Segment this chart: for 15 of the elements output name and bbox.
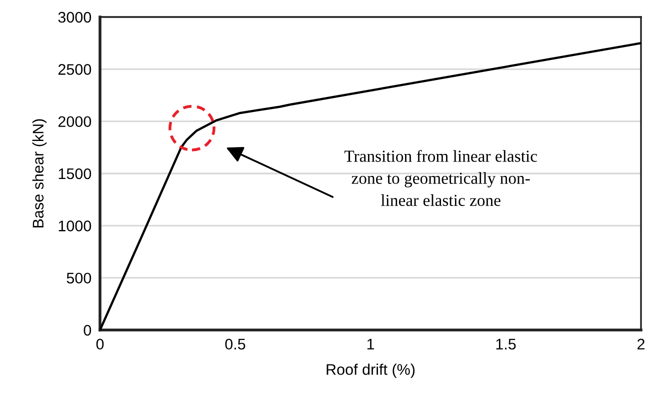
x-axis-title: Roof drift (%) [326,364,415,378]
y-tick-label: 2500 [58,64,92,75]
y-tick-label: 1000 [58,220,92,232]
x-tick-label: 0.5 [225,338,246,350]
y-tick-label: 0 [84,324,92,336]
y-tick-label: 1500 [58,168,92,180]
annotation: Transition from linear elastic zone to geometrically non- linear elastic zone [344,150,537,206]
y-tick-label: 3000 [58,12,92,23]
x-tick-label: 0 [96,338,104,350]
y-tick-label: 2000 [58,116,92,128]
x-tick-label: 1.5 [496,338,516,350]
y-tick-label: 500 [66,272,92,284]
x-tick-label: 1 [367,338,374,350]
y-axis-title: Base shear (kN) [32,119,47,228]
x-tick-label: 2 [638,338,644,350]
